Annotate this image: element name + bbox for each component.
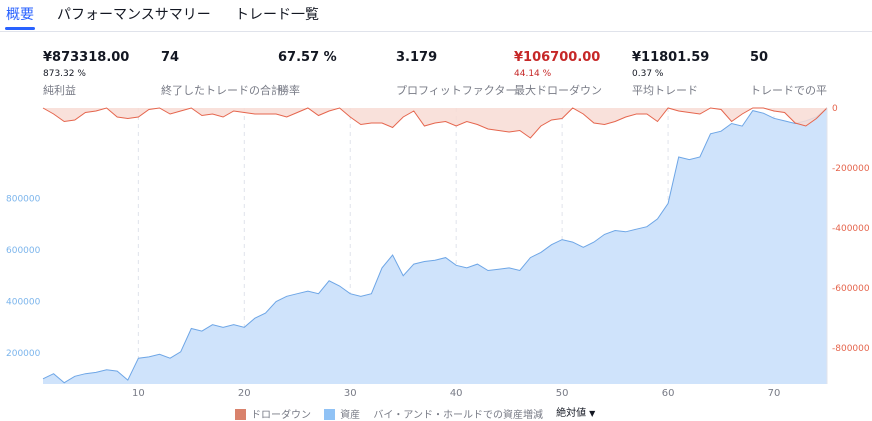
stat-closed-trades: 74 終了したトレードの合計 [161,49,282,99]
active-tab-indicator [5,27,35,30]
x-tick-label: 10 [132,388,145,399]
stat-sub [161,67,282,81]
stat-sub [396,67,516,81]
caret-down-icon: ▼ [589,409,596,418]
x-tick-label: 30 [344,388,357,399]
stat-average-trade: ¥11801.59 0.37 % 平均トレード [632,49,709,99]
stat-label: 最大ドローダウン [514,84,602,97]
right-axis-label: -800000 [832,344,870,354]
right-axis-label: -200000 [832,164,870,174]
stat-win-rate: 67.57 % 勝率 [278,49,337,99]
left-axis-label: 400000 [6,297,41,307]
mode-dropdown[interactable]: 絶対値 ▼ [556,404,595,419]
stat-label: トレードでの平 [750,84,827,97]
left-axis-label: 200000 [6,349,41,359]
x-tick-label: 70 [768,388,781,399]
equity-area [43,108,827,384]
drawdown-line [42,107,828,139]
equity-drawdown-chart: 10 20 30 40 50 60 70 200000 400000 600000 800000 0 -… [6,104,870,399]
x-tick-label: 60 [662,388,675,399]
tab-bar: 概要 パフォーマンスサマリー トレード一覧 [0,0,872,32]
left-axis-label: 800000 [6,194,41,204]
legend-label: ドローダウン [251,409,311,421]
right-axis-label: 0 [832,104,838,114]
legend-drawdown[interactable]: ドローダウン [235,406,311,421]
legend-buy-hold[interactable]: バイ・アンド・ホールドでの資産増減 [373,406,543,421]
chart-legend: ドローダウン 資産 バイ・アンド・ホールドでの資産増減 絶対値 ▼ [235,404,595,421]
stat-label: 平均トレード [632,84,698,97]
stat-sub [278,67,337,81]
right-axis-label: -600000 [832,284,870,294]
tab-overview[interactable]: 概要 [6,7,34,23]
stat-sub: 0.37 % [632,69,664,79]
legend-swatch-equity [324,408,336,420]
stat-label: プロフィットファクター [396,84,517,97]
stat-value: 67.57 % [278,50,337,65]
stat-profit-factor: 3.179 プロフィットファクター [396,49,516,99]
legend-label: 資産 [340,409,361,421]
x-tick-label: 50 [556,388,569,399]
tab-performance-summary[interactable]: パフォーマンスサマリー [57,7,211,23]
stat-value: ¥873318.00 [43,50,130,65]
stat-value: 74 [161,50,180,65]
stat-sub: 873.32 % [43,69,86,79]
x-tick-label: 20 [238,388,251,399]
legend-swatch-drawdown [235,408,246,420]
chart-axes: 10 20 30 40 50 60 70 200000 400000 600000 800000 0 -… [6,104,870,399]
stat-net-profit: ¥873318.00 873.32 % 純利益 [43,49,129,99]
stat-bars-in-trade: 50 トレードでの平 [750,49,866,99]
right-axis-label: -400000 [832,224,870,234]
legend-label: バイ・アンド・ホールドでの資産増減 [373,409,543,421]
stat-value: 50 [750,50,769,65]
left-axis-label: 600000 [6,246,41,256]
tab-trade-list[interactable]: トレード一覧 [235,7,319,23]
x-tick-label: 40 [450,388,463,399]
stat-label: 純利益 [43,84,76,97]
stat-value: ¥106700.00 [514,50,601,65]
stat-value: ¥11801.59 [632,50,710,65]
stat-label: 勝率 [278,84,300,97]
mode-dropdown-label: 絶対値 [556,408,587,419]
stat-max-drawdown: ¥106700.00 44.14 % 最大ドローダウン [514,49,602,99]
stat-label: 終了したトレードの合計 [161,84,282,97]
stat-value: 3.179 [396,50,438,65]
stat-sub [750,67,866,81]
equity-line [42,107,828,384]
stat-sub: 44.14 % [514,69,552,79]
legend-equity[interactable]: 資産 [324,406,360,421]
chart-series [42,107,828,384]
